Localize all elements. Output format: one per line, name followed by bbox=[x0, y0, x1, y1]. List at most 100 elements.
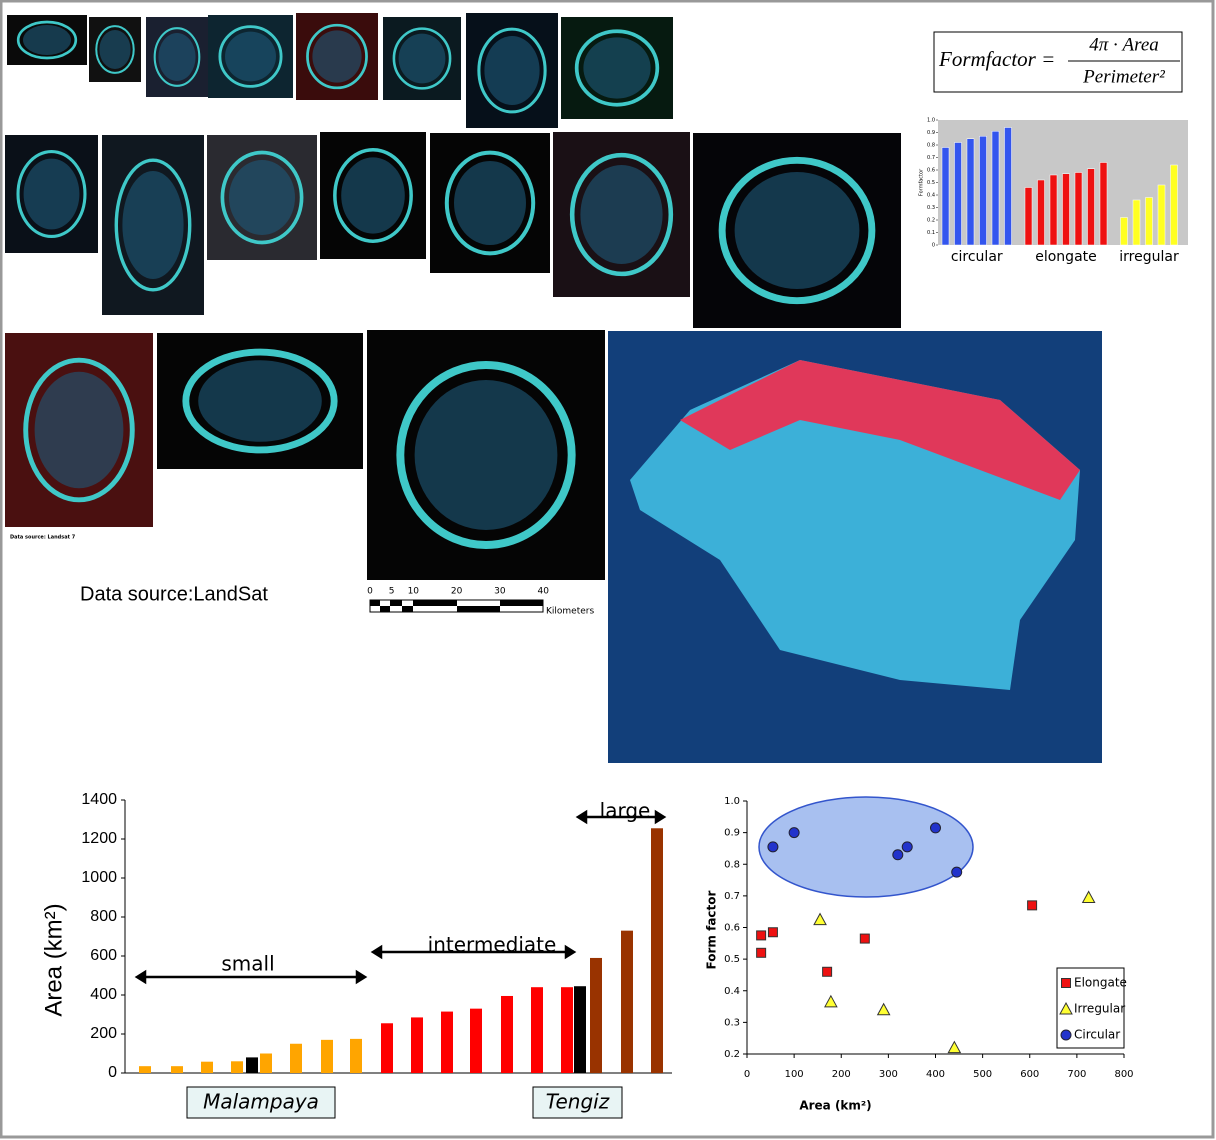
x-tick-label: 500 bbox=[973, 1069, 992, 1080]
bar bbox=[651, 828, 663, 1073]
reef bbox=[153, 27, 201, 87]
bar bbox=[411, 1017, 423, 1073]
lagoon bbox=[734, 172, 860, 289]
reef bbox=[569, 152, 674, 277]
y-tick-label: 0.7 bbox=[927, 155, 935, 161]
x-tick-label: 200 bbox=[832, 1069, 851, 1080]
lagoon bbox=[99, 30, 131, 69]
formula-box bbox=[933, 31, 1183, 93]
bar bbox=[941, 147, 950, 246]
satellite-images bbox=[5, 13, 1102, 763]
x-axis-title: Area (km²) bbox=[799, 1099, 871, 1113]
bar bbox=[1087, 168, 1095, 246]
annotation: large bbox=[600, 799, 651, 823]
scale-tick-label: 20 bbox=[451, 587, 463, 597]
legend-label: Elongate bbox=[1074, 976, 1127, 990]
point bbox=[892, 849, 904, 861]
lagoon bbox=[23, 158, 80, 230]
reef bbox=[477, 27, 547, 114]
y-tick-label: 0.4 bbox=[724, 986, 740, 997]
reef bbox=[718, 156, 876, 305]
point bbox=[813, 912, 827, 926]
point bbox=[947, 1040, 962, 1054]
reef bbox=[220, 150, 304, 245]
highlight-box bbox=[186, 1086, 336, 1119]
formula-lhs: Formfactor = bbox=[938, 47, 1055, 71]
reef bbox=[114, 158, 192, 292]
lagoon bbox=[583, 37, 651, 99]
y-tick-label: 0.6 bbox=[724, 923, 740, 934]
bar bbox=[621, 930, 633, 1073]
annotation: intermediate bbox=[428, 933, 557, 957]
formula-numerator: 4π · Area bbox=[1089, 34, 1159, 55]
y-axis-title: Formfactor bbox=[919, 168, 925, 196]
lagoon bbox=[23, 25, 71, 55]
bar bbox=[561, 987, 573, 1073]
y-tick-label: 1.0 bbox=[724, 796, 740, 807]
point bbox=[951, 866, 963, 878]
legend-label: Circular bbox=[1074, 1028, 1120, 1042]
bar bbox=[231, 1061, 243, 1073]
bar bbox=[441, 1011, 453, 1073]
bar bbox=[290, 1043, 302, 1073]
reef bbox=[333, 148, 413, 243]
point bbox=[1081, 890, 1096, 903]
reef bbox=[574, 29, 660, 107]
y-tick-label: 0.7 bbox=[724, 891, 740, 902]
point bbox=[930, 822, 941, 834]
lagoon bbox=[229, 160, 295, 235]
reef bbox=[396, 361, 576, 549]
point bbox=[767, 841, 779, 853]
y-tick-label: 0.8 bbox=[927, 143, 935, 149]
legend-label: Irregular bbox=[1074, 1002, 1125, 1016]
point bbox=[822, 966, 833, 977]
point bbox=[876, 1002, 891, 1016]
bar bbox=[1145, 197, 1153, 246]
y-tick-label: 0.2 bbox=[927, 218, 935, 224]
bar bbox=[1024, 187, 1033, 246]
bar bbox=[246, 1057, 258, 1073]
lagoon bbox=[454, 161, 526, 245]
lagoon bbox=[341, 157, 405, 234]
scale-tick-label: 5 bbox=[389, 587, 395, 597]
x-tick-label: 400 bbox=[926, 1069, 945, 1080]
lagoon bbox=[414, 380, 558, 530]
bar bbox=[260, 1053, 272, 1073]
highlight-box bbox=[532, 1086, 623, 1119]
reef bbox=[23, 357, 135, 503]
lagoon bbox=[158, 33, 196, 81]
reef bbox=[218, 25, 283, 88]
y-tick-label: 0.9 bbox=[724, 828, 740, 839]
bar bbox=[531, 987, 543, 1073]
bar bbox=[1157, 184, 1166, 246]
bar bbox=[1074, 172, 1083, 246]
group-label: circular bbox=[951, 249, 1003, 265]
legend-marker bbox=[1059, 1001, 1073, 1015]
y-axis-title: Form factor bbox=[705, 890, 719, 969]
formula-denominator: Perimeter² bbox=[1082, 66, 1165, 87]
lagoon bbox=[122, 171, 184, 279]
y-tick-label: 0.6 bbox=[927, 168, 935, 174]
x-tick-label: 100 bbox=[785, 1069, 804, 1080]
point bbox=[767, 927, 778, 938]
bar bbox=[1120, 217, 1128, 246]
reef bbox=[95, 25, 135, 74]
lagoon bbox=[198, 360, 322, 442]
group-label: elongate bbox=[1035, 249, 1097, 265]
point bbox=[1027, 900, 1038, 911]
y-tick-label: 0.2 bbox=[724, 1049, 740, 1060]
bar bbox=[991, 131, 1000, 246]
bar bbox=[1004, 127, 1012, 246]
y-tick-label: 200 bbox=[90, 1025, 117, 1042]
y-tick-label: 800 bbox=[90, 908, 117, 925]
point bbox=[901, 841, 913, 853]
reef bbox=[392, 27, 452, 90]
bar bbox=[139, 1066, 151, 1073]
reef bbox=[16, 20, 78, 60]
bar bbox=[501, 995, 513, 1073]
y-tick-label: 0.1 bbox=[927, 230, 935, 236]
bar bbox=[1049, 174, 1058, 246]
y-tick-label: 0.5 bbox=[724, 954, 740, 965]
